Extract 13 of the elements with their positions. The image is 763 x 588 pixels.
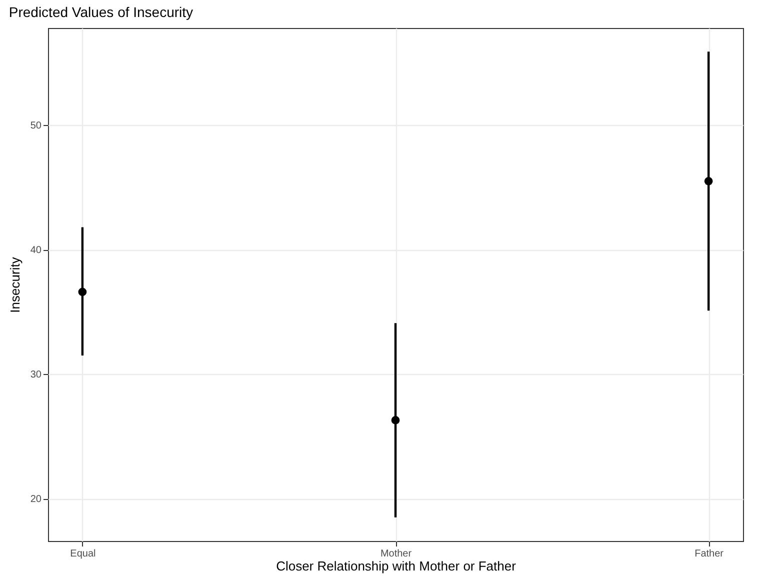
y-tick-label: 20 <box>30 494 42 506</box>
point <box>391 416 400 424</box>
x-axis-title: Closer Relationship with Mother or Father <box>276 558 517 574</box>
point <box>78 288 87 296</box>
y-tick-label: 50 <box>30 120 42 132</box>
x-tick-label: Equal <box>70 548 96 560</box>
y-axis-title: Insecurity <box>7 256 22 313</box>
y-tick-label: 40 <box>30 245 42 256</box>
point <box>704 176 713 186</box>
x-tick-label: Mother <box>380 548 412 560</box>
chart-title: Predicted Values of Insecurity <box>8 4 194 20</box>
x-tick-label: Father <box>694 548 724 560</box>
y-tick-label: 30 <box>30 370 42 381</box>
